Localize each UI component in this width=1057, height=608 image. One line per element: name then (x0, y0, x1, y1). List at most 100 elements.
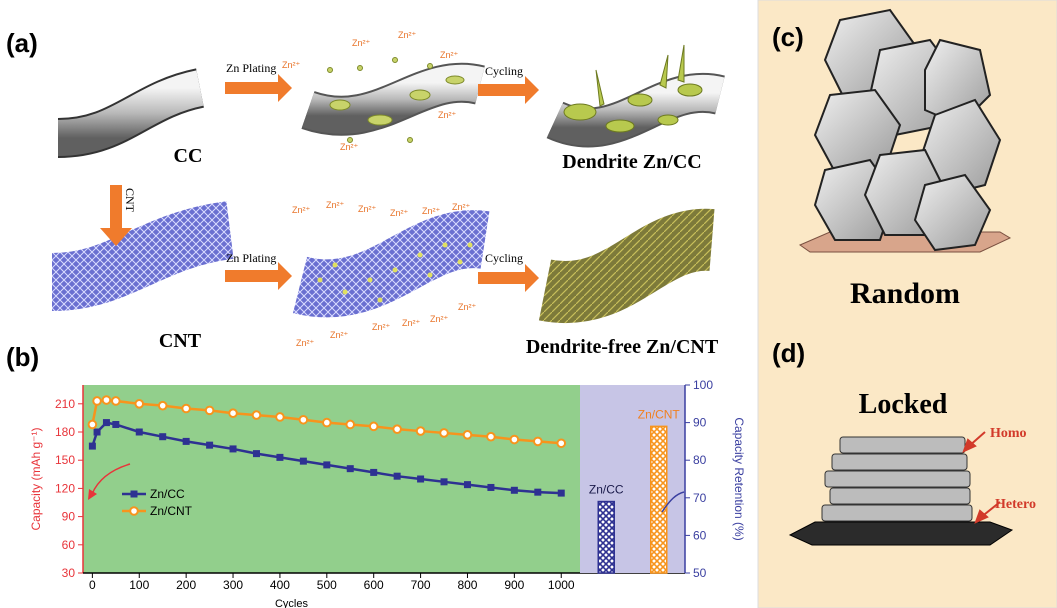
marker (557, 439, 565, 447)
marker (487, 433, 495, 441)
y2-tick-label: 50 (693, 566, 707, 580)
panel-label: (b) (6, 342, 39, 372)
y2-axis-label: Capacity Retention (%) (732, 417, 746, 540)
panel-b: (b) 306090120150180210010020030040050060… (6, 342, 746, 608)
marker (253, 411, 261, 419)
ion-label: Zn²⁺ (358, 204, 377, 214)
marker (206, 442, 213, 449)
marker (464, 481, 471, 488)
marker (394, 473, 401, 480)
caption: CC (174, 145, 203, 167)
x-tick-label: 600 (364, 578, 384, 592)
marker (276, 454, 283, 461)
marker (323, 419, 331, 427)
ion-label: Zn²⁺ (398, 30, 417, 40)
cnt-tube (300, 239, 485, 288)
bar (651, 426, 667, 573)
ion-label: Zn²⁺ (372, 322, 391, 332)
y2-tick-label: 60 (693, 528, 707, 542)
marker (464, 431, 472, 439)
x-tick-label: 200 (176, 578, 196, 592)
step-label: Zn Plating (226, 61, 276, 75)
ion-label: Zn²⁺ (458, 302, 477, 312)
x-tick-label: 100 (129, 578, 149, 592)
marker (276, 413, 284, 421)
marker (534, 489, 541, 496)
marker (229, 409, 237, 417)
panel-a: (a) Zn Plating Cycling Zn (6, 28, 720, 358)
caption: CNT (159, 330, 202, 352)
ion-label: Zn²⁺ (452, 202, 471, 212)
ion-label: Zn²⁺ (422, 206, 441, 216)
y-tick-label: 120 (55, 481, 75, 495)
figure: (a) Zn Plating Cycling Zn (0, 0, 1057, 608)
ion-label: Zn²⁺ (438, 110, 457, 120)
x-tick-label: 800 (457, 578, 477, 592)
x-tick-label: 300 (223, 578, 243, 592)
y-tick-label: 180 (55, 425, 75, 439)
x-tick-label: 500 (317, 578, 337, 592)
ion-label: Zn²⁺ (326, 200, 345, 210)
marker (323, 461, 330, 468)
x-tick-label: 900 (504, 578, 524, 592)
caption: Random (850, 277, 960, 310)
step-label: Zn Plating (226, 251, 276, 265)
marker (103, 419, 110, 426)
legend-label: Zn/CNT (150, 504, 193, 518)
marker (511, 487, 518, 494)
marker (206, 407, 214, 415)
ion-label: Zn²⁺ (292, 205, 311, 215)
y-tick-label: 90 (62, 510, 76, 524)
marker (183, 438, 190, 445)
legend-label: Zn/CC (150, 487, 185, 501)
base-plate (790, 522, 1012, 545)
panel-label: (d) (772, 338, 805, 368)
x-tick-label: 0 (89, 578, 96, 592)
y2-tick-label: 100 (693, 378, 713, 392)
marker (253, 450, 260, 457)
marker (159, 433, 166, 440)
marker (370, 423, 378, 431)
marker (94, 429, 101, 436)
cnt-tube (52, 230, 230, 282)
marker (393, 425, 401, 433)
marker (112, 421, 119, 428)
x-axis-label: Cycles (275, 598, 309, 608)
bar (598, 502, 614, 573)
cnt-tube-coated (545, 240, 712, 292)
marker (136, 429, 143, 436)
ion-label: Zn²⁺ (282, 60, 301, 70)
marker (300, 416, 308, 424)
y2-tick-label: 80 (693, 453, 707, 467)
ion-label: Zn²⁺ (330, 330, 349, 340)
y-axis-label: Capacity (mAh g⁻¹) (29, 427, 43, 530)
marker (534, 438, 542, 446)
step-label: Cycling (485, 251, 523, 265)
annotation: Homo (990, 426, 1027, 441)
caption: Dendrite Zn/CC (562, 151, 701, 173)
marker (417, 476, 424, 483)
x-tick-label: 700 (411, 578, 431, 592)
ion-label: Zn²⁺ (296, 338, 315, 348)
step-label: Cycling (485, 64, 523, 78)
panel-label: (c) (772, 22, 804, 52)
ion-label: Zn²⁺ (440, 50, 459, 60)
marker (182, 405, 190, 413)
y-tick-label: 210 (55, 397, 75, 411)
marker (370, 469, 377, 476)
step-label: CNT (123, 188, 137, 213)
marker (440, 429, 448, 437)
caption: Locked (859, 389, 948, 420)
x-tick-label: 1000 (548, 578, 575, 592)
marker (417, 427, 425, 435)
ion-label: Zn²⁺ (352, 38, 371, 48)
y-tick-label: 150 (55, 453, 75, 467)
category-label: Zn/CNT (638, 407, 681, 421)
legend-marker (131, 491, 138, 498)
ion-label: Zn²⁺ (402, 318, 421, 328)
y-tick-label: 60 (62, 538, 76, 552)
y2-tick-label: 70 (693, 491, 707, 505)
panel-cd: (c) Random (d) Locked Homo Hetero (758, 0, 1057, 608)
x-tick-label: 400 (270, 578, 290, 592)
marker (112, 397, 120, 405)
